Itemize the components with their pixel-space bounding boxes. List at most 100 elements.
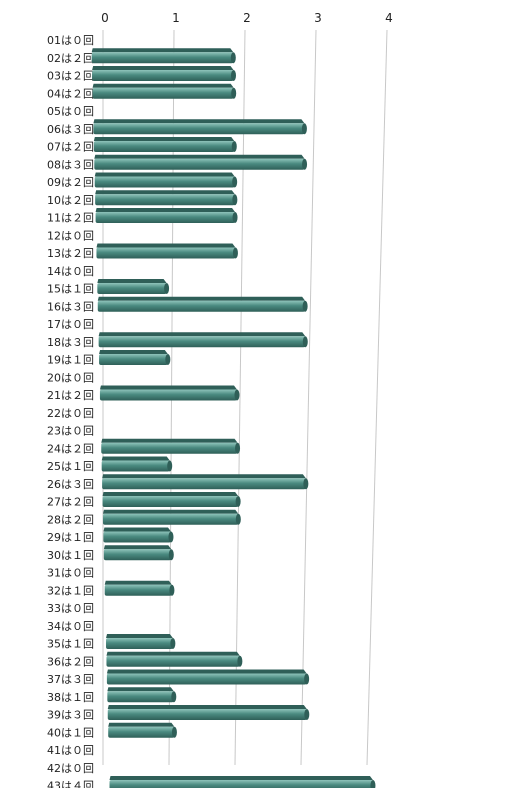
category-label: 37は３回: [47, 673, 94, 686]
bar-top-face: [102, 492, 239, 496]
bar-end-cap: [235, 513, 241, 525]
bar-top-face: [99, 385, 237, 390]
bar-face: [102, 513, 239, 525]
category-label: 08は３回: [47, 158, 94, 171]
x-tick-label: 4: [385, 11, 393, 25]
category-label: 02は２回: [47, 52, 94, 65]
category-label: 09は２回: [47, 176, 94, 189]
bar: [106, 669, 310, 685]
bar-top-face: [103, 545, 172, 550]
bar: [106, 651, 243, 667]
bar: [107, 687, 177, 703]
category-label: 11は２回: [47, 212, 94, 225]
bar-end-cap: [303, 478, 309, 490]
bar-face: [107, 691, 174, 703]
x-tick-label: 3: [314, 11, 322, 25]
bar-top-face: [97, 279, 167, 283]
bar-top-face: [92, 83, 234, 88]
bar-top-face: [104, 580, 172, 585]
bar-end-cap: [171, 691, 177, 703]
bar: [99, 385, 240, 401]
category-label: 03は２回: [47, 70, 94, 83]
bar-end-cap: [231, 87, 237, 99]
bar-top-face: [93, 137, 235, 141]
x-tick-label: 0: [101, 11, 109, 25]
category-label: 24は２回: [47, 442, 94, 455]
category-label: 35は１回: [47, 638, 94, 651]
bar-face: [107, 709, 307, 720]
category-label: 01は０回: [47, 34, 94, 47]
bar: [102, 474, 309, 490]
category-label: 20は０回: [47, 371, 94, 384]
bar: [97, 279, 170, 294]
bar: [104, 580, 175, 596]
bar: [99, 350, 171, 365]
bar-face: [93, 123, 305, 135]
category-label: 39は３回: [47, 709, 94, 722]
bar-face: [95, 212, 236, 223]
bar-end-cap: [167, 460, 173, 472]
bar-end-cap: [164, 283, 170, 294]
category-label: 26は３回: [47, 478, 94, 491]
bar: [107, 705, 310, 720]
bar: [94, 154, 308, 170]
bar: [97, 296, 308, 312]
bar-face: [99, 389, 237, 401]
bar: [103, 527, 174, 543]
bar-face: [103, 531, 171, 543]
bar-face: [99, 354, 168, 365]
x-tick-label: 1: [172, 11, 180, 25]
bar-face: [106, 655, 240, 667]
category-label: 33は０回: [47, 602, 94, 615]
bar-top-face: [108, 722, 175, 727]
category-label: 17は０回: [47, 318, 94, 331]
category-label: 23は０回: [47, 425, 94, 438]
bar: [109, 776, 376, 788]
bar-end-cap: [304, 673, 310, 685]
bar-end-cap: [230, 52, 236, 64]
bar-end-cap: [232, 176, 238, 188]
category-label: 14は０回: [47, 265, 94, 278]
bar-top-face: [106, 651, 240, 656]
bar-top-face: [95, 190, 235, 195]
bar-top-face: [103, 527, 171, 532]
bar-face: [102, 478, 306, 490]
bar-top-face: [93, 119, 305, 124]
bar-end-cap: [304, 709, 310, 720]
bar: [106, 634, 176, 649]
bar-face: [91, 52, 234, 64]
bar-face: [109, 780, 373, 788]
bar: [101, 438, 241, 454]
bar-end-cap: [165, 354, 171, 365]
category-label: 19は１回: [47, 354, 94, 367]
bar: [101, 456, 173, 472]
bar-end-cap: [169, 584, 175, 596]
bar-top-face: [106, 634, 173, 638]
bar-face: [101, 442, 238, 454]
bar: [93, 137, 237, 152]
bar-end-cap: [231, 141, 237, 152]
category-label: 21は２回: [47, 389, 94, 402]
bar-end-cap: [302, 158, 308, 170]
category-label: 43は４回: [47, 780, 94, 788]
bar-face: [92, 87, 234, 99]
bar-face: [101, 460, 170, 472]
bar-top-face: [94, 154, 305, 159]
bar-top-face: [99, 350, 168, 354]
gridline: [234, 29, 246, 766]
bar-face: [97, 283, 167, 294]
bar-end-cap: [237, 655, 243, 667]
category-label: 06は３回: [47, 123, 94, 136]
bar-end-cap: [234, 389, 240, 401]
bar-end-cap: [232, 212, 238, 223]
category-label: 10は２回: [47, 194, 94, 207]
category-label: 32は１回: [47, 584, 94, 597]
bar-face: [104, 584, 172, 596]
bar: [102, 509, 241, 525]
bar-top-face: [101, 438, 238, 443]
bar-face: [98, 336, 306, 348]
bar-top-face: [95, 208, 236, 212]
bar-top-face: [107, 687, 174, 692]
bar-top-face: [102, 509, 239, 514]
category-label: 18は３回: [47, 336, 94, 349]
